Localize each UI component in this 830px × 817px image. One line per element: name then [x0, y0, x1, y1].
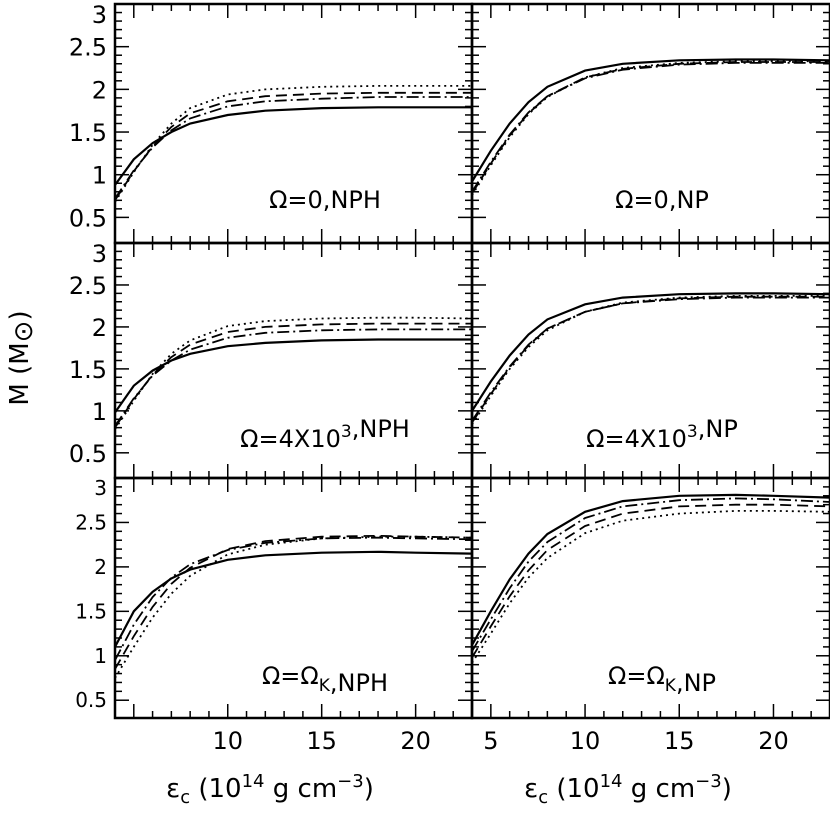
series-line-solid [472, 58, 830, 183]
panel-label: Ω=4X103,NP [586, 415, 738, 453]
series-line-dashed [472, 295, 830, 424]
series-line-solid [472, 292, 830, 412]
panel-3-2: 5 10 15 20 Ω=ΩK,NP [470, 476, 830, 755]
y-tick-label: 0.5 [69, 440, 107, 468]
series-line-dashed [115, 91, 472, 201]
y-tick-label: 2 [92, 314, 107, 342]
panel-label: Ω=4X103,NPH [240, 415, 410, 453]
x-tick-label: 5 [483, 727, 498, 755]
series-line-dashdot [472, 497, 830, 652]
series-line-dashed [472, 503, 830, 659]
x-axis-label-left: εc (1014 g cm−3) [166, 771, 374, 808]
y-axis-label: M (M⊙) [5, 310, 39, 405]
series-line-dotted [115, 85, 472, 203]
y-tick-label: 1 [92, 162, 107, 190]
y-axis-label-sun-symbol: ⊙ [9, 321, 39, 343]
x-axis-label-right: εc (1014 g cm−3) [524, 771, 732, 808]
series-line-dashdot [115, 96, 472, 200]
series-line-dotted [472, 510, 830, 664]
panel-3-1: 0.5 1 1.5 2 2.5 3 10 15 20 Ω=ΩK,NPH [75, 476, 474, 755]
series-group [115, 316, 472, 430]
panel-label: Ω=0,NPH [269, 186, 381, 214]
series-line-solid [115, 550, 472, 648]
y-tick-label: 3 [92, 240, 107, 268]
y-tick-label: 3 [94, 476, 107, 500]
series-group [472, 292, 830, 425]
series-line-dashdot [472, 296, 830, 422]
x-tick-label: 15 [306, 727, 337, 755]
series-line-dotted [472, 295, 830, 425]
series-line-dotted [115, 535, 472, 679]
panel-label: Ω=0,NP [615, 186, 709, 214]
y-tick-label: 1.5 [69, 119, 107, 147]
x-tick-label: 10 [212, 727, 243, 755]
series-line-solid [115, 106, 472, 186]
panel-label: Ω=ΩK,NPH [262, 662, 388, 697]
y-tick-label: 2.5 [69, 272, 107, 300]
series-line-dotted [472, 60, 830, 196]
y-tick-label: 3 [92, 1, 107, 29]
y-tick-label: 1.5 [75, 599, 107, 623]
x-tick-label: 20 [758, 727, 789, 755]
y-tick-label: 1 [92, 398, 107, 426]
series-group [472, 58, 830, 196]
y-tick-label: 0.5 [69, 204, 107, 232]
panels-layer: 0.5 1 1.5 2 2.5 3 Ω=0,NPH Ω=0,NP 0.5 1 1.5 2 2.5 3 Ω=4… [69, 1, 830, 755]
series-group [472, 493, 830, 664]
y-tick-label: 1 [94, 644, 107, 668]
y-tick-label: 2 [94, 555, 107, 579]
x-tick-label: 15 [664, 727, 695, 755]
series-line-dotted [115, 316, 472, 430]
series-line-dashdot [115, 328, 472, 427]
panel-2-1: 0.5 1 1.5 2 2.5 3 Ω=4X103,NPH [69, 240, 474, 480]
x-tick-label: 10 [570, 727, 601, 755]
panel-1-1: 0.5 1 1.5 2 2.5 3 Ω=0,NPH [69, 1, 474, 245]
x-tick-label: 20 [400, 727, 431, 755]
y-tick-label: 1.5 [69, 356, 107, 384]
y-tick-label: 2.5 [75, 510, 107, 534]
series-line-dashed [115, 534, 472, 670]
panel-label: Ω=ΩK,NP [608, 662, 716, 697]
panel-frame [470, 476, 830, 720]
panel-2-2: Ω=4X103,NP [470, 241, 830, 480]
y-tick-label: 0.5 [75, 688, 107, 712]
y-tick-label: 2.5 [69, 34, 107, 62]
series-line-dashed [472, 61, 830, 194]
series-line-solid [472, 493, 830, 646]
series-line-dashdot [115, 536, 472, 661]
panel-1-2: Ω=0,NP [470, 2, 830, 245]
series-group [115, 85, 472, 203]
series-line-solid [115, 338, 472, 414]
y-tick-label: 2 [92, 76, 107, 104]
series-line-dashdot [472, 62, 830, 193]
series-group [115, 534, 472, 679]
